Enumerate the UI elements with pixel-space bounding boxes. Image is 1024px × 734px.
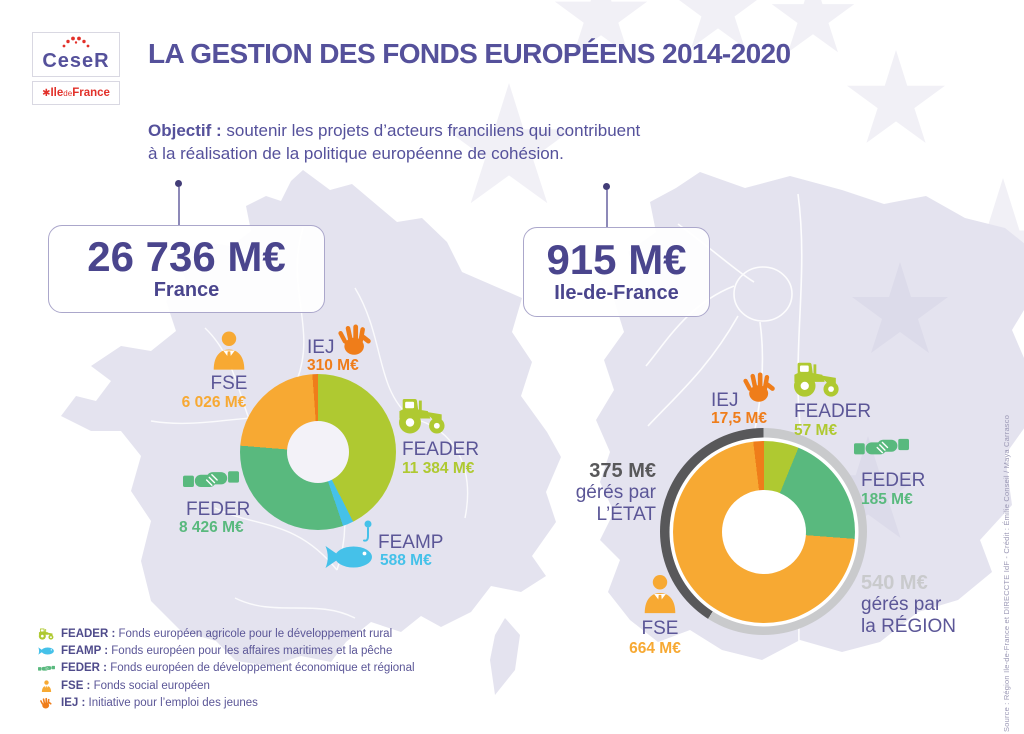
ceser-logo: CeseR [32, 32, 120, 77]
idf-feader-value: 57 M€ [794, 422, 838, 439]
idf-iej-value: 17,5 M€ [711, 410, 768, 427]
france-fse-value: 6 026 M€ [181, 394, 247, 411]
tractor-icon [36, 628, 56, 640]
tractor-icon [792, 361, 843, 398]
france-feader-value: 11 384 M€ [402, 460, 475, 477]
france-fse-label: FSE [210, 373, 248, 394]
region-ring-label: 540 M€ gérés par la RÉGION [861, 572, 956, 637]
legend-item-iej: IEJ : Initiative pour l’emploi des jeune… [36, 695, 415, 712]
idf-fse-label: FSE [641, 618, 679, 639]
france-feder-label: FEDER [186, 499, 251, 520]
handshake-icon [854, 432, 909, 463]
tractor-icon [397, 397, 449, 435]
callout-dot [175, 180, 182, 187]
legend-item-fse: FSE : Fonds social européen [36, 677, 415, 694]
idf-iej-label: IEJ [711, 390, 739, 411]
fishing-hook-icon [361, 520, 374, 544]
france-iej-label: IEJ [307, 337, 335, 358]
france-total-callout: 26 736 M€ France [48, 225, 325, 313]
fish-icon [36, 646, 56, 656]
idf-total-amount: 915 M€ [546, 236, 687, 284]
france-iej-value: 310 M€ [307, 357, 359, 374]
callout-line [178, 187, 180, 225]
idf-feader-label: FEADER [794, 401, 872, 422]
idf-pie [672, 440, 855, 623]
idf-total-callout: 915 M€ Ile-de-France [523, 227, 710, 317]
france-total-amount: 26 736 M€ [87, 233, 286, 281]
region-caption-1: gérés par [861, 594, 942, 616]
objective-text: Objectif : soutenir les projets d’acteur… [148, 121, 641, 163]
idf-pie-hole [721, 489, 806, 574]
france-feder-value: 8 426 M€ [179, 519, 244, 536]
france-feamp-value: 588 M€ [380, 552, 432, 569]
france-feamp-label: FEAMP [378, 532, 444, 553]
iledefrance-logo-text: ✱IledeFrance [42, 87, 110, 99]
ceser-sparkle-icon [62, 36, 90, 48]
legend-item-feader: FEADER : Fonds européen agricole pour le… [36, 625, 415, 642]
france-donut [240, 374, 396, 530]
etat-ring-label: 375 M€ gérés par L’ÉTAT [540, 460, 656, 525]
person-icon [642, 573, 678, 614]
source-credit: Source : Région Ile-de-France et DIRECCT… [1002, 414, 1011, 732]
iledefrance-logo: ✱IledeFrance [32, 81, 120, 105]
etat-caption-2: L’ÉTAT [596, 503, 656, 525]
eu-star-watermark [847, 50, 945, 143]
person-icon [36, 680, 56, 692]
page-title: LA GESTION DES FONDS EUROPÉENS 2014-2020 [148, 38, 791, 69]
idf-fse-value: 664 M€ [629, 640, 681, 657]
idf-feder-label: FEDER [861, 470, 926, 491]
france-feader-label: FEADER [402, 439, 480, 460]
person-icon [211, 330, 247, 370]
hand-icon [743, 370, 776, 403]
callout-dot [603, 183, 610, 190]
idf-star-icon: ✱ [42, 88, 51, 99]
ceser-logo-text: CeseR [42, 50, 110, 72]
region-amount: 540 M€ [861, 572, 928, 594]
legend-item-feder: FEDER : Fonds européen de développement … [36, 660, 415, 677]
region-caption-2: la RÉGION [861, 615, 957, 637]
callout-line [606, 190, 608, 227]
handshake-icon [183, 464, 239, 496]
fish-icon [324, 543, 373, 571]
hand-icon [338, 322, 372, 356]
france-total-label: France [153, 278, 220, 301]
legend-item-feamp: FEAMP : Fonds européen pour les affaires… [36, 642, 415, 659]
idf-total-label: Ile-de-France [554, 281, 679, 304]
etat-amount: 375 M€ [589, 460, 656, 482]
handshake-icon [36, 664, 56, 673]
funds-legend: FEADER : Fonds européen agricole pour le… [36, 625, 415, 712]
etat-caption-1: gérés par [575, 482, 656, 504]
france-donut-hole [287, 421, 349, 483]
hand-icon [36, 697, 56, 709]
idf-feder-value: 185 M€ [861, 491, 913, 508]
